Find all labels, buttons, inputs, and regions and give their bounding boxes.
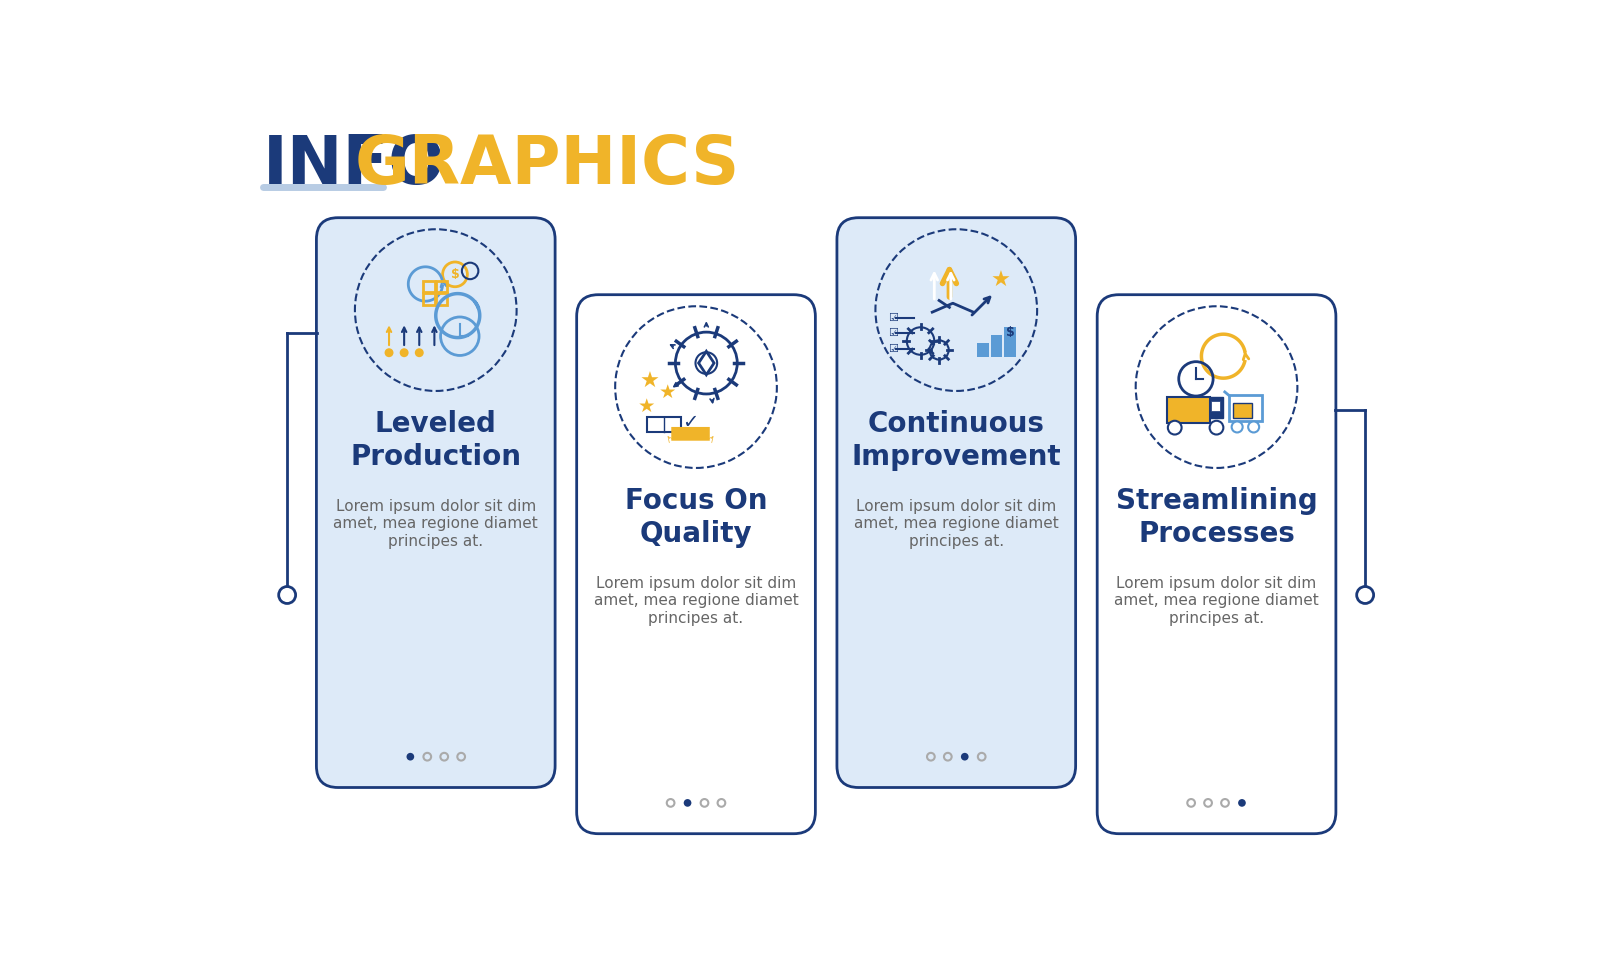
Text: Continuous
Improvement: Continuous Improvement — [851, 411, 1061, 470]
Text: GRAPHICS: GRAPHICS — [355, 132, 740, 198]
Bar — [435, 281, 447, 292]
Text: Streamlining
Processes: Streamlining Processes — [1116, 487, 1317, 548]
Circle shape — [385, 348, 393, 357]
Circle shape — [1167, 420, 1182, 434]
Text: INFO: INFO — [263, 132, 447, 198]
Text: Leveled
Production: Leveled Production — [350, 411, 521, 470]
Circle shape — [1209, 420, 1224, 434]
Text: $: $ — [451, 268, 459, 281]
Text: ★: ★ — [638, 397, 656, 416]
Circle shape — [414, 348, 424, 357]
FancyBboxPatch shape — [577, 295, 816, 834]
Text: $: $ — [1006, 325, 1014, 339]
Bar — [1167, 397, 1209, 422]
Text: ✓: ✓ — [682, 414, 698, 432]
Circle shape — [1357, 586, 1373, 604]
Bar — [1211, 401, 1220, 411]
Text: Focus On
Quality: Focus On Quality — [625, 487, 767, 548]
Bar — [991, 335, 1003, 357]
Circle shape — [961, 753, 969, 760]
Bar — [977, 343, 988, 357]
Bar — [1228, 395, 1262, 421]
Text: ☑: ☑ — [888, 314, 898, 323]
Circle shape — [279, 586, 295, 604]
Bar — [1004, 326, 1016, 357]
Text: ★: ★ — [640, 371, 659, 392]
Bar — [646, 416, 680, 432]
Text: Lorem ipsum dolor sit dim
amet, mea regione diamet
principes at.: Lorem ipsum dolor sit dim amet, mea regi… — [1114, 575, 1319, 625]
Text: ★: ★ — [658, 383, 675, 402]
Text: ★: ★ — [991, 271, 1011, 291]
Circle shape — [406, 753, 414, 760]
Circle shape — [683, 799, 692, 807]
Bar — [1209, 397, 1224, 417]
Bar — [435, 293, 447, 305]
Bar — [424, 293, 435, 305]
Text: Lorem ipsum dolor sit dim
amet, mea regione diamet
principes at.: Lorem ipsum dolor sit dim amet, mea regi… — [334, 499, 538, 549]
Text: ☑: ☑ — [888, 344, 898, 354]
FancyBboxPatch shape — [671, 427, 709, 441]
Text: ☑: ☑ — [888, 328, 898, 338]
Circle shape — [1248, 421, 1259, 432]
FancyBboxPatch shape — [1098, 295, 1336, 834]
Text: Lorem ipsum dolor sit dim
amet, mea regione diamet
principes at.: Lorem ipsum dolor sit dim amet, mea regi… — [593, 575, 798, 625]
FancyBboxPatch shape — [316, 218, 555, 788]
Bar — [1233, 403, 1253, 418]
FancyBboxPatch shape — [837, 218, 1075, 788]
Bar — [424, 281, 435, 292]
Circle shape — [1232, 421, 1243, 432]
Circle shape — [1238, 799, 1246, 807]
Circle shape — [400, 348, 408, 357]
Text: Lorem ipsum dolor sit dim
amet, mea regione diamet
principes at.: Lorem ipsum dolor sit dim amet, mea regi… — [854, 499, 1059, 549]
